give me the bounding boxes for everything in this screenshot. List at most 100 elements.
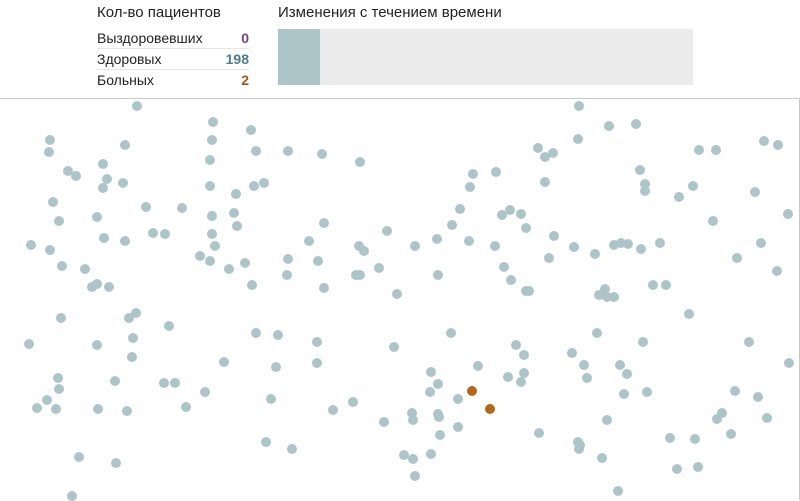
healthy-patient-dot [783, 209, 793, 219]
healthy-patient-dot [426, 367, 436, 377]
healthy-patient-dot [511, 340, 521, 350]
healthy-patient-dot [304, 236, 314, 246]
healthy-patient-dot [48, 197, 58, 207]
healthy-patient-dot [111, 458, 121, 468]
healthy-patient-dot [261, 437, 271, 447]
healthy-patient-dot [597, 453, 607, 463]
healthy-patient-dot [648, 280, 658, 290]
healthy-patient-dot [433, 379, 443, 389]
healthy-patient-dot [355, 270, 365, 280]
healthy-patient-dot [579, 360, 589, 370]
stat-value-healthy: 198 [225, 51, 249, 67]
healthy-patient-dot [762, 413, 772, 423]
healthy-patient-dot [93, 404, 103, 414]
stat-row-sick: Больных 2 [97, 70, 249, 90]
healthy-patient-dot [54, 384, 64, 394]
healthy-patient-dot [249, 181, 259, 191]
healthy-patient-dot [613, 486, 623, 496]
healthy-patient-dot [592, 328, 602, 338]
healthy-patient-dot [251, 146, 261, 156]
healthy-patient-dot [287, 444, 297, 454]
healthy-patient-dot [519, 368, 529, 378]
healthy-patient-dot [408, 415, 418, 425]
healthy-patient-dot [205, 155, 215, 165]
healthy-patient-dot [120, 140, 130, 150]
simulation-area [0, 98, 800, 501]
healthy-patient-dot [80, 264, 90, 274]
stat-label-sick: Больных [97, 72, 154, 88]
patient-stats-panel: Кол-во пациентов Выздоровевших 0 Здоровы… [97, 4, 249, 90]
healthy-patient-dot [602, 292, 612, 302]
healthy-patient-dot [426, 449, 436, 459]
timeline-chart-title: Изменения с течением времени [278, 4, 502, 21]
healthy-patient-dot [102, 174, 112, 184]
healthy-patient-dot [99, 233, 109, 243]
healthy-patient-dot [251, 328, 261, 338]
healthy-patient-dot [259, 178, 269, 188]
healthy-patient-dot [207, 229, 217, 239]
healthy-patient-dot [544, 253, 554, 263]
healthy-patient-dot [56, 313, 66, 323]
healthy-patient-dot [574, 444, 584, 454]
healthy-patient-dot [759, 136, 769, 146]
healthy-patient-dot [283, 146, 293, 156]
healthy-patient-dot [455, 204, 465, 214]
healthy-patient-dot [574, 101, 584, 111]
healthy-patient-dot [141, 202, 151, 212]
healthy-patient-dot [328, 405, 338, 415]
healthy-patient-dot [118, 178, 128, 188]
healthy-patient-dot [432, 234, 442, 244]
healthy-patient-dot [636, 244, 646, 254]
healthy-patient-dot [694, 145, 704, 155]
healthy-patient-dot [519, 350, 529, 360]
healthy-patient-dot [205, 256, 215, 266]
stat-row-healthy: Здоровых 198 [97, 49, 249, 70]
healthy-patient-dot [410, 471, 420, 481]
healthy-patient-dot [359, 246, 369, 256]
timeline-chart-healthy-fill [278, 29, 320, 85]
healthy-patient-dot [170, 378, 180, 388]
healthy-patient-dot [44, 147, 54, 157]
healthy-patient-dot [246, 125, 256, 135]
healthy-patient-dot [131, 308, 141, 318]
healthy-patient-dot [392, 289, 402, 299]
healthy-patient-dot [54, 216, 64, 226]
healthy-patient-dot [164, 321, 174, 331]
healthy-patient-dot [711, 145, 721, 155]
healthy-patient-dot [32, 403, 42, 413]
healthy-patient-dot [674, 192, 684, 202]
healthy-patient-dot [569, 242, 579, 252]
healthy-patient-dot [622, 369, 632, 379]
healthy-patient-dot [773, 140, 783, 150]
healthy-patient-dot [45, 245, 55, 255]
healthy-patient-dot [549, 231, 559, 241]
healthy-patient-dot [753, 392, 763, 402]
healthy-patient-dot [655, 238, 665, 248]
healthy-patient-dot [473, 361, 483, 371]
healthy-patient-dot [693, 462, 703, 472]
healthy-patient-dot [160, 229, 170, 239]
healthy-patient-dot [410, 241, 420, 251]
healthy-patient-dot [355, 157, 365, 167]
healthy-patient-dot [63, 166, 73, 176]
healthy-patient-dot [283, 254, 293, 264]
patient-stats-title: Кол-во пациентов [97, 4, 221, 21]
healthy-patient-dot [425, 387, 435, 397]
healthy-patient-dot [433, 270, 443, 280]
healthy-patient-dot [756, 238, 766, 248]
healthy-patient-dot [521, 223, 531, 233]
healthy-patient-dot [468, 169, 478, 179]
healthy-patient-dot [389, 342, 399, 352]
healthy-patient-dot [319, 283, 329, 293]
healthy-patient-dot [247, 280, 257, 290]
healthy-patient-dot [505, 205, 515, 215]
healthy-patient-dot [665, 433, 675, 443]
healthy-patient-dot [195, 251, 205, 261]
sick-patient-dot [485, 404, 495, 414]
healthy-patient-dot [271, 362, 281, 372]
healthy-patient-dot [200, 387, 210, 397]
healthy-patient-dot [181, 402, 191, 412]
healthy-patient-dot [631, 119, 641, 129]
healthy-patient-dot [104, 282, 114, 292]
healthy-patient-dot [490, 241, 500, 251]
